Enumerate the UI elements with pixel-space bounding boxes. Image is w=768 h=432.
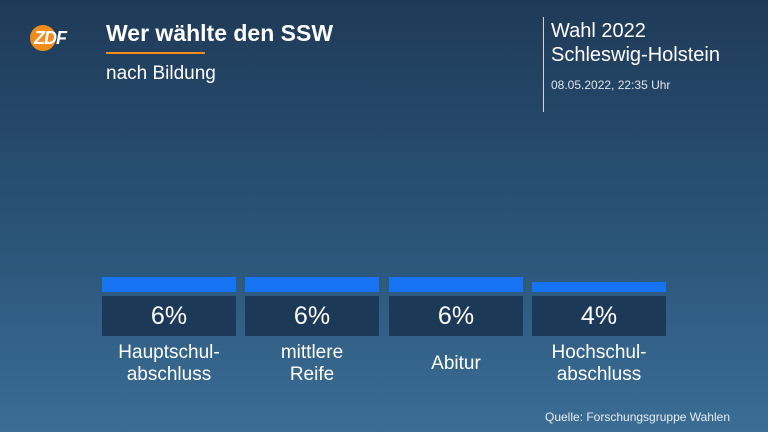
bar bbox=[102, 277, 236, 292]
title-underline bbox=[106, 52, 205, 54]
bar bbox=[245, 277, 379, 292]
chart-subtitle: nach Bildung bbox=[106, 63, 216, 84]
chart-title: Wer wählte den SSW bbox=[106, 20, 334, 46]
category-label: Hochschul- abschluss bbox=[551, 342, 647, 385]
value-label: 6% bbox=[389, 296, 523, 336]
value-label: 6% bbox=[245, 296, 379, 336]
election-title: Wahl 2022 Schleswig-Holstein bbox=[551, 19, 720, 67]
category-label: Hauptschul- abschluss bbox=[118, 342, 220, 385]
category-label: Abitur bbox=[431, 353, 481, 374]
zdf-logo: ZDF bbox=[30, 25, 84, 51]
election-region: Schleswig-Holstein bbox=[551, 44, 720, 66]
category-label: mittlere Reife bbox=[280, 342, 344, 385]
timestamp: 08.05.2022, 22:35 Uhr bbox=[551, 78, 671, 92]
logo-text: ZDF bbox=[34, 28, 67, 48]
source-note: Quelle: Forschungsgruppe Wahlen bbox=[545, 410, 730, 424]
election-name: Wahl 2022 bbox=[551, 20, 646, 42]
header-divider bbox=[543, 17, 544, 112]
bar bbox=[532, 282, 666, 292]
value-label: 6% bbox=[102, 296, 236, 336]
bar bbox=[389, 277, 523, 292]
value-label: 4% bbox=[532, 296, 666, 336]
logo-circle bbox=[30, 25, 56, 51]
